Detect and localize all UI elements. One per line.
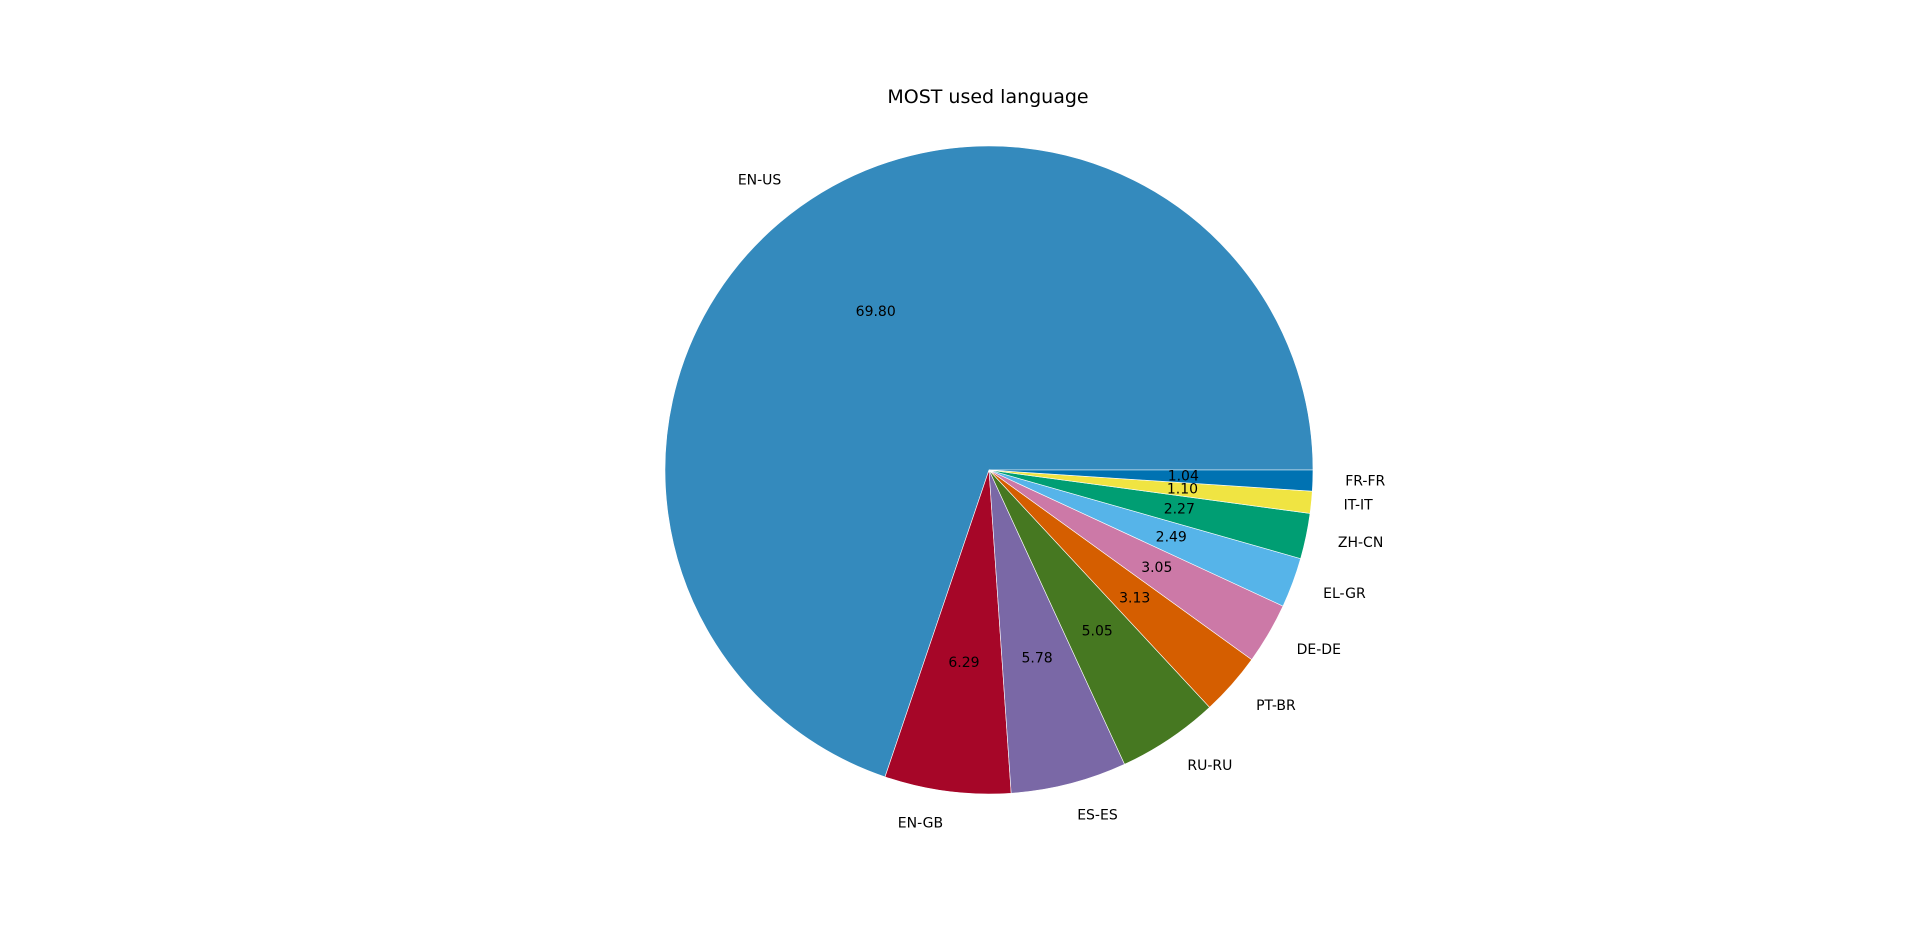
- pct-label-es-es: 5.78: [1022, 650, 1053, 666]
- pct-label-pt-br: 3.13: [1119, 591, 1150, 607]
- pct-label-fr-fr: 1.04: [1168, 468, 1199, 484]
- pie-slice-labels: EN-US EN-GB ES-ES RU-RU PT-BR DE-DE EL-GR ZH-CN…: [738, 172, 1386, 831]
- slice-label-ru-ru: RU-RU: [1187, 758, 1232, 774]
- pie-slice-en-us: [664, 145, 1314, 778]
- pct-label-it-it: 1.10: [1167, 481, 1198, 497]
- pct-label-en-gb: 6.29: [948, 655, 979, 671]
- slice-label-es-es: ES-ES: [1077, 807, 1118, 823]
- slice-label-zh-cn: ZH-CN: [1338, 535, 1383, 551]
- slice-label-en-us: EN-US: [738, 172, 782, 188]
- pie-percent-labels: 69.80 6.29 5.78 5.05 3.13 3.05 2.49 2.27 1.101.0…: [856, 304, 1199, 671]
- slice-label-it-it: IT-IT: [1344, 498, 1374, 514]
- pct-label-zh-cn: 2.27: [1164, 502, 1195, 518]
- slice-label-en-gb: EN-GB: [898, 815, 943, 831]
- slice-label-el-gr: EL-GR: [1323, 586, 1366, 602]
- pct-label-de-de: 3.05: [1141, 560, 1172, 576]
- slice-label-de-de: DE-DE: [1297, 642, 1341, 658]
- slice-label-pt-br: PT-BR: [1256, 698, 1296, 714]
- pct-label-el-gr: 2.49: [1156, 530, 1187, 546]
- pie-slice-en-gb: [884, 469, 1012, 795]
- pie-slices: [664, 145, 1314, 795]
- pie-slice-fr-fr: [988, 469, 1314, 492]
- chart-title: MOST used language: [887, 86, 1088, 108]
- slice-label-fr-fr: FR-FR: [1345, 474, 1385, 490]
- pct-label-ru-ru: 5.05: [1082, 624, 1113, 640]
- pct-label-en-us: 69.80: [856, 304, 896, 320]
